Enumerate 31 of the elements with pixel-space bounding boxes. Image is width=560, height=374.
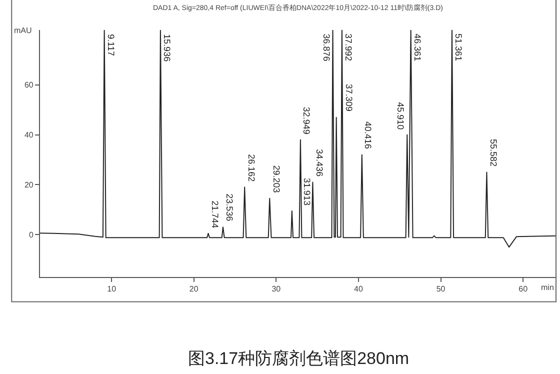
annotation: 45.910 [395, 102, 406, 130]
x-tick-label: 60 [518, 284, 528, 294]
x-axis-title: min [541, 283, 554, 292]
y-tick-label: 0 [28, 230, 34, 240]
annotation: 23.536 [224, 194, 235, 222]
annotation: 55.582 [488, 138, 498, 167]
annotation: 26.162 [246, 154, 256, 182]
y-axis-title: mAU [14, 26, 32, 35]
x-tick-label: 30 [272, 284, 282, 294]
annotation: 15.936 [162, 34, 172, 62]
y-tick-label: 60 [24, 80, 34, 90]
annotation: 37.309 [344, 84, 354, 112]
annotation: 36.876 [321, 34, 332, 62]
annotation: 32.949 [302, 106, 312, 134]
x-tick-label: 10 [107, 284, 117, 294]
annotation: 46.361 [412, 34, 422, 62]
annotation: 9.117 [106, 34, 116, 56]
annotation: 29.203 [272, 165, 282, 193]
annotation: 34.436 [314, 148, 324, 177]
y-tick-label: 20 [24, 180, 34, 190]
x-tick-label: 50 [436, 284, 446, 294]
annotation: 37.992 [343, 34, 354, 62]
annotation: 31.913 [302, 178, 312, 206]
line-series [40, 30, 556, 248]
text: 图3.17种防腐剂色谱图280nm [188, 349, 410, 368]
x-tick-label: 40 [354, 284, 364, 294]
x-tick-label: 20 [189, 284, 199, 294]
annotation: 51.361 [453, 34, 464, 62]
annotation: 21.744 [210, 200, 220, 228]
y-tick-label: 40 [24, 130, 34, 140]
annotation: 40.416 [363, 121, 374, 149]
